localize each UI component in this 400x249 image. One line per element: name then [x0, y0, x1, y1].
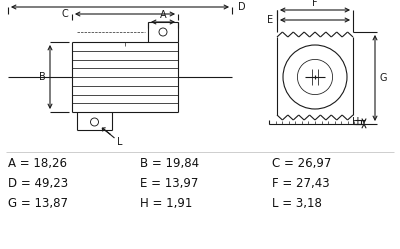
- Text: H = 1,91: H = 1,91: [140, 196, 192, 209]
- Text: F: F: [312, 0, 318, 8]
- Text: F = 27,43: F = 27,43: [272, 177, 330, 189]
- Text: B = 19,84: B = 19,84: [140, 157, 199, 170]
- Text: A = 18,26: A = 18,26: [8, 157, 67, 170]
- Text: H: H: [352, 117, 359, 127]
- Text: G: G: [380, 73, 388, 83]
- Text: B: B: [39, 72, 46, 82]
- Text: E = 13,97: E = 13,97: [140, 177, 198, 189]
- Text: C: C: [61, 9, 68, 19]
- Text: C = 26,97: C = 26,97: [272, 157, 331, 170]
- Text: G = 13,87: G = 13,87: [8, 196, 68, 209]
- Text: L = 3,18: L = 3,18: [272, 196, 322, 209]
- Text: D: D: [238, 2, 246, 12]
- Text: E: E: [267, 15, 273, 25]
- Text: A: A: [160, 10, 166, 20]
- Text: L: L: [116, 137, 122, 147]
- Text: D = 49,23: D = 49,23: [8, 177, 68, 189]
